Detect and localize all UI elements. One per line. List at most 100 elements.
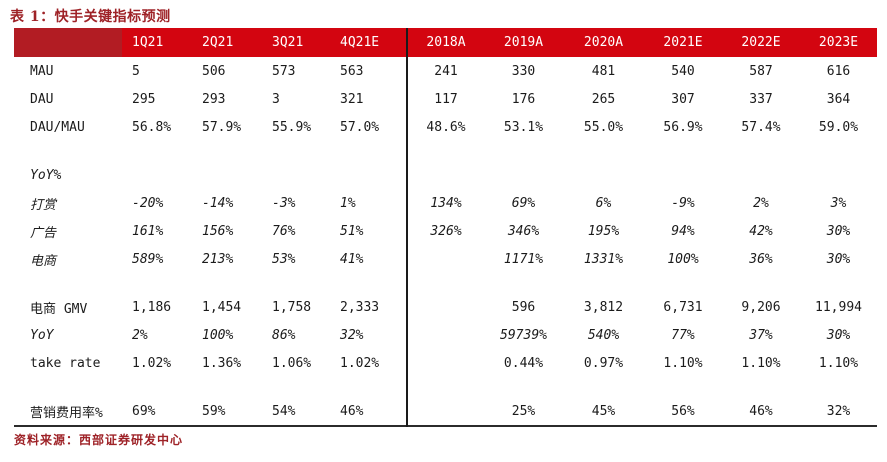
spacer-cell xyxy=(484,141,563,161)
value-cell: 156% xyxy=(202,223,234,239)
spacer-cell xyxy=(192,377,262,397)
value-cell: 46% xyxy=(340,403,364,419)
value-cell xyxy=(800,161,877,189)
row-label: 营销费用率% xyxy=(30,405,103,421)
spacer-cell xyxy=(406,273,484,293)
spacer-cell xyxy=(192,273,262,293)
value-cell: 213% xyxy=(202,251,234,267)
spacer-cell xyxy=(800,273,877,293)
value-cell: 134% xyxy=(406,189,484,217)
value-cell xyxy=(262,161,330,189)
kpi-forecast-table: 1Q21 2Q21 3Q21 4Q21E 2018A 2019A 2020A 2021E 202… xyxy=(14,28,877,427)
value-cell: 321 xyxy=(340,91,364,107)
value-cell: 176 xyxy=(511,91,536,107)
value-cell: -20% xyxy=(132,195,164,211)
value-cell: 1.36% xyxy=(202,355,242,371)
spacer-cell xyxy=(484,377,563,397)
value-cell: 573 xyxy=(272,63,296,79)
header-cell-label xyxy=(14,28,122,57)
value-cell: 32% xyxy=(340,327,364,343)
value-cell: 1.02% xyxy=(132,355,172,371)
value-cell: 0.44% xyxy=(503,355,544,371)
row-label: take rate xyxy=(30,355,101,371)
value-cell: 330 xyxy=(511,63,536,79)
value-cell: 3 xyxy=(272,91,280,107)
value-cell: 25% xyxy=(511,403,536,419)
table-header: 1Q21 2Q21 3Q21 4Q21E 2018A 2019A 2020A 2021E 202… xyxy=(14,28,877,57)
value-cell: 1.10% xyxy=(741,355,781,371)
spacer-row xyxy=(14,377,877,397)
value-cell: 1.10% xyxy=(818,355,859,371)
value-cell: 69% xyxy=(511,195,536,211)
value-cell: 5 xyxy=(132,63,140,79)
spacer-cell xyxy=(563,273,644,293)
row-label: DAU xyxy=(30,91,54,107)
value-cell: -14% xyxy=(202,195,234,211)
value-cell: 11,994 xyxy=(815,299,862,315)
value-cell: 59% xyxy=(202,403,226,419)
spacer-cell xyxy=(330,141,407,161)
row-label: 广告 xyxy=(30,225,57,241)
value-cell: 30% xyxy=(826,327,851,343)
value-cell: 307 xyxy=(671,91,695,107)
spacer-cell xyxy=(122,141,192,161)
table-row: take rate 1.02% 1.36% 1.06% 1.02% 0.44% 0.97% 1… xyxy=(14,349,877,377)
value-cell: 56.8% xyxy=(132,119,172,135)
value-cell: 540% xyxy=(587,327,620,343)
value-cell: 48.6% xyxy=(406,113,484,141)
spacer-cell xyxy=(330,273,407,293)
row-label: 电商 GMV xyxy=(30,301,88,317)
value-cell xyxy=(406,161,484,189)
value-cell: 9,206 xyxy=(741,299,781,315)
value-cell: 69% xyxy=(132,403,156,419)
value-cell xyxy=(722,161,800,189)
row-label: 电商 xyxy=(30,253,57,269)
spacer-cell xyxy=(722,273,800,293)
table-row: 广告 161% 156% 76% 51% 326% 346% 195% 94% 42% 30% xyxy=(14,217,877,245)
header-cell-2019A: 2019A xyxy=(484,28,563,57)
value-cell xyxy=(563,161,644,189)
table-row: YoY% xyxy=(14,161,877,189)
value-cell: 2% xyxy=(753,195,769,211)
value-cell: 51% xyxy=(340,223,364,239)
value-cell: 30% xyxy=(826,223,851,239)
value-cell: 59.0% xyxy=(818,119,859,135)
value-cell xyxy=(406,321,484,349)
table-body: MAU 5 506 573 563 241 330 481 540 587 616 DAU 295 293… xyxy=(14,57,877,426)
value-cell: 6,731 xyxy=(663,299,703,315)
spacer-cell xyxy=(406,141,484,161)
value-cell: 94% xyxy=(671,223,695,239)
value-cell: 57.4% xyxy=(741,119,781,135)
value-cell: 616 xyxy=(826,63,851,79)
value-cell: 1.02% xyxy=(340,355,380,371)
value-cell: 56.9% xyxy=(663,119,703,135)
table-row: 打赏 -20% -14% -3% 1% 134% 69% 6% -9% 2% 3% xyxy=(14,189,877,217)
value-cell: 100% xyxy=(667,251,699,267)
value-cell: 364 xyxy=(826,91,851,107)
value-cell: 30% xyxy=(826,251,851,267)
value-cell: 265 xyxy=(591,91,616,107)
value-cell: 1331% xyxy=(583,251,624,267)
value-cell: 1.10% xyxy=(663,355,703,371)
value-cell: 346% xyxy=(507,223,540,239)
row-label: YoY% xyxy=(30,167,62,183)
value-cell: 293 xyxy=(202,91,226,107)
row-label: 打赏 xyxy=(30,197,57,213)
spacer-cell xyxy=(484,273,563,293)
value-cell: 6% xyxy=(595,195,612,211)
value-cell xyxy=(406,397,484,426)
value-cell xyxy=(330,161,407,189)
value-cell: 53.1% xyxy=(503,119,544,135)
value-cell: 59739% xyxy=(500,327,547,343)
value-cell: 481 xyxy=(591,63,616,79)
spacer-cell xyxy=(262,377,330,397)
spacer-cell xyxy=(722,377,800,397)
value-cell xyxy=(484,161,563,189)
value-cell: 241 xyxy=(406,57,484,85)
table-row: DAU/MAU 56.8% 57.9% 55.9% 57.0% 48.6% 53.1% 55.… xyxy=(14,113,877,141)
value-cell: 0.97% xyxy=(583,355,624,371)
spacer-cell xyxy=(563,377,644,397)
header-cell-2020A: 2020A xyxy=(563,28,644,57)
value-cell: 76% xyxy=(272,223,296,239)
